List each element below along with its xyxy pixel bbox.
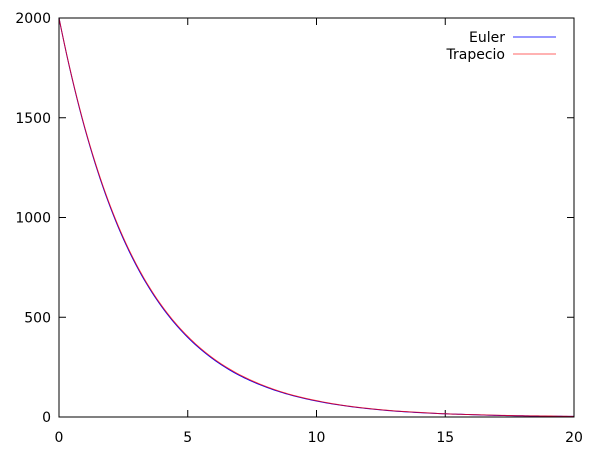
y-tick-label: 1000 (15, 211, 51, 227)
plot-border (58, 17, 575, 418)
series-line-trapecio (58, 17, 575, 417)
legend-label: Trapecio (446, 47, 505, 63)
legend-label: Euler (469, 30, 505, 46)
y-tick-label: 0 (42, 410, 51, 426)
x-tick-label: 5 (183, 430, 192, 446)
x-tick-label: 20 (565, 430, 583, 446)
x-tick-label: 10 (308, 430, 326, 446)
series-line-euler (58, 17, 575, 417)
y-tick-label: 500 (24, 310, 51, 326)
x-tick-label: 0 (55, 430, 64, 446)
x-tick-label: 15 (436, 430, 454, 446)
y-tick-label: 2000 (15, 11, 51, 27)
y-tick-label: 1500 (15, 111, 51, 127)
